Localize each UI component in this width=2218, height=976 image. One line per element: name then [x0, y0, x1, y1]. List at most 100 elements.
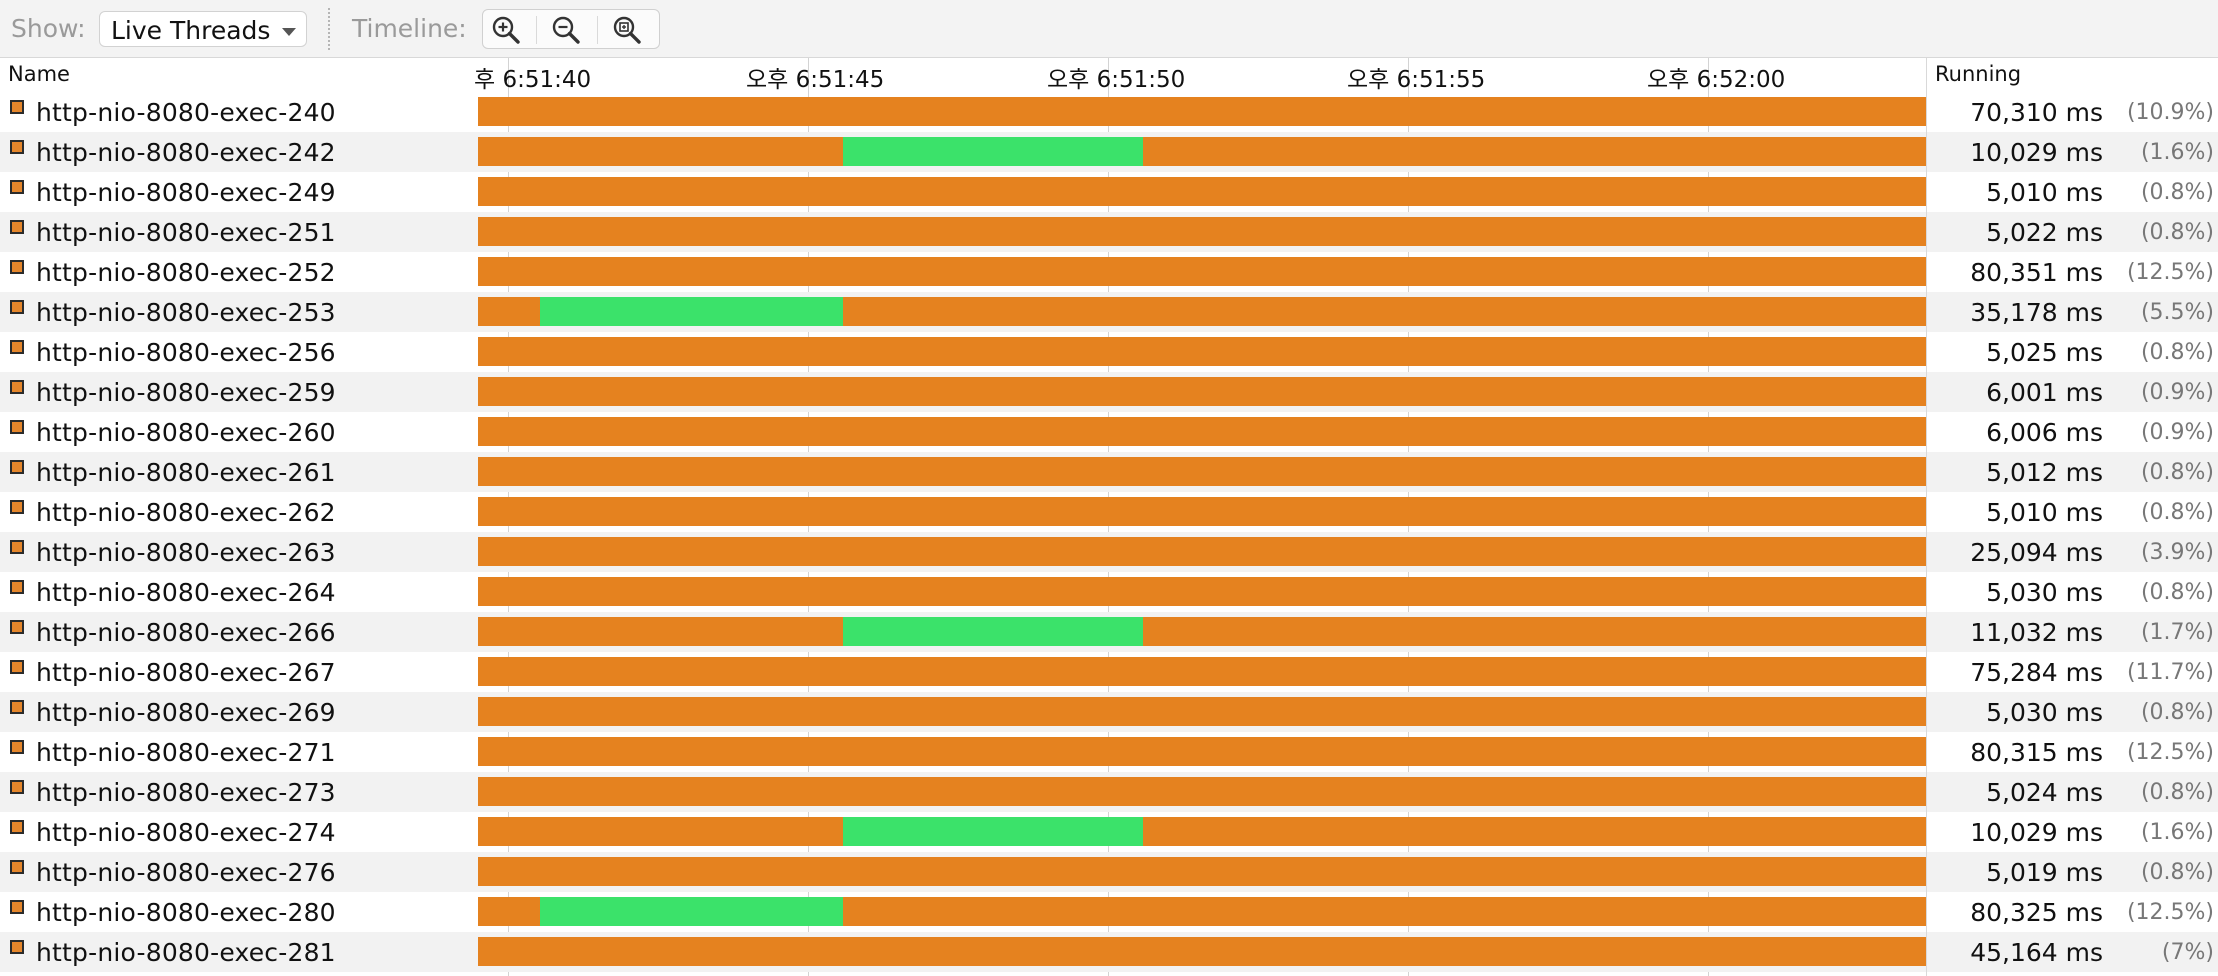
thread-timeline-bar[interactable]: [478, 137, 1926, 166]
toolbar-separator: [328, 8, 330, 50]
thread-timeline-bar[interactable]: [478, 857, 1926, 886]
thread-row[interactable]: http-nio-8080-exec-251 5,022 ms (0.8%): [0, 212, 2218, 252]
thread-timeline-bar[interactable]: [478, 657, 1926, 686]
thread-name: http-nio-8080-exec-249: [36, 178, 336, 207]
show-label: Show:: [11, 14, 86, 43]
running-time: 75,284 ms: [1970, 658, 2103, 687]
thread-row[interactable]: http-nio-8080-exec-281 45,164 ms (7%): [0, 932, 2218, 972]
running-column-header[interactable]: Running: [1935, 62, 2022, 86]
zoom-controls: [482, 9, 660, 49]
thread-timeline-bar[interactable]: [478, 697, 1926, 726]
thread-sleeping-segment: [540, 297, 843, 326]
thread-state-icon: [10, 780, 24, 794]
zoom-divider: [536, 16, 537, 44]
running-time: 5,022 ms: [1986, 218, 2103, 247]
thread-row[interactable]: http-nio-8080-exec-276 5,019 ms (0.8%): [0, 852, 2218, 892]
running-time: 80,315 ms: [1970, 738, 2103, 767]
thread-row[interactable]: http-nio-8080-exec-242 10,029 ms (1.6%): [0, 132, 2218, 172]
thread-state-icon: [10, 420, 24, 434]
thread-row[interactable]: http-nio-8080-exec-262 5,010 ms (0.8%): [0, 492, 2218, 532]
thread-timeline-bar[interactable]: [478, 377, 1926, 406]
thread-row[interactable]: http-nio-8080-exec-267 75,284 ms (11.7%): [0, 652, 2218, 692]
thread-row[interactable]: http-nio-8080-exec-253 35,178 ms (5.5%): [0, 292, 2218, 332]
thread-timeline-bar[interactable]: [478, 937, 1926, 966]
running-percent: (0.9%): [2140, 380, 2214, 405]
thread-name: http-nio-8080-exec-274: [36, 818, 336, 847]
thread-row[interactable]: http-nio-8080-exec-280 80,325 ms (12.5%): [0, 892, 2218, 932]
zoom-fit-icon[interactable]: [610, 13, 644, 47]
running-time: 5,010 ms: [1986, 498, 2103, 527]
thread-sleeping-segment: [540, 897, 843, 926]
thread-state-icon: [10, 100, 24, 114]
thread-state-icon: [10, 540, 24, 554]
thread-name: http-nio-8080-exec-264: [36, 578, 336, 607]
thread-timeline-bar[interactable]: [478, 337, 1926, 366]
thread-state-icon: [10, 140, 24, 154]
thread-name: http-nio-8080-exec-267: [36, 658, 336, 687]
running-time: 5,025 ms: [1986, 338, 2103, 367]
thread-row[interactable]: http-nio-8080-exec-249 5,010 ms (0.8%): [0, 172, 2218, 212]
name-column-header[interactable]: Name: [8, 62, 70, 86]
thread-row[interactable]: http-nio-8080-exec-264 5,030 ms (0.8%): [0, 572, 2218, 612]
thread-state-icon: [10, 820, 24, 834]
thread-row[interactable]: http-nio-8080-exec-263 25,094 ms (3.9%): [0, 532, 2218, 572]
thread-name: http-nio-8080-exec-252: [36, 258, 336, 287]
thread-row[interactable]: http-nio-8080-exec-266 11,032 ms (1.7%): [0, 612, 2218, 652]
thread-timeline-bar[interactable]: [478, 737, 1926, 766]
show-dropdown[interactable]: Live Threads: [99, 11, 307, 47]
timeline-tick-label: 오후 6:51:55: [1347, 67, 1486, 93]
thread-row[interactable]: http-nio-8080-exec-271 80,315 ms (12.5%): [0, 732, 2218, 772]
thread-timeline-bar[interactable]: [478, 417, 1926, 446]
running-percent: (1.6%): [2140, 820, 2214, 845]
running-percent: (3.9%): [2140, 540, 2214, 565]
zoom-out-icon[interactable]: [549, 13, 583, 47]
thread-row[interactable]: http-nio-8080-exec-260 6,006 ms (0.9%): [0, 412, 2218, 452]
thread-timeline-bar[interactable]: [478, 777, 1926, 806]
thread-timeline-bar[interactable]: [478, 537, 1926, 566]
thread-row[interactable]: http-nio-8080-exec-261 5,012 ms (0.8%): [0, 452, 2218, 492]
thread-timeline-bar[interactable]: [478, 577, 1926, 606]
running-time: 70,310 ms: [1970, 98, 2103, 127]
running-percent: (0.8%): [2140, 340, 2214, 365]
thread-name: http-nio-8080-exec-262: [36, 498, 336, 527]
thread-timeline-bar[interactable]: [478, 97, 1926, 126]
thread-name: http-nio-8080-exec-256: [36, 338, 336, 367]
thread-state-icon: [10, 940, 24, 954]
timeline-tick-label: 후 6:51:40: [474, 67, 592, 93]
thread-timeline-bar[interactable]: [478, 457, 1926, 486]
thread-row[interactable]: http-nio-8080-exec-273 5,024 ms (0.8%): [0, 772, 2218, 812]
thread-row[interactable]: http-nio-8080-exec-252 80,351 ms (12.5%): [0, 252, 2218, 292]
thread-timeline-bar[interactable]: [478, 257, 1926, 286]
thread-state-icon: [10, 900, 24, 914]
thread-timeline-bar[interactable]: [478, 817, 1926, 846]
thread-row[interactable]: http-nio-8080-exec-240 70,310 ms (10.9%): [0, 92, 2218, 132]
timeline-label: Timeline:: [352, 14, 467, 43]
timeline-tick-label: 오후 6:52:00: [1647, 67, 1786, 93]
running-percent: (0.8%): [2140, 700, 2214, 725]
thread-timeline-bar[interactable]: [478, 497, 1926, 526]
running-time: 80,325 ms: [1970, 898, 2103, 927]
thread-row[interactable]: http-nio-8080-exec-259 6,001 ms (0.9%): [0, 372, 2218, 412]
thread-row[interactable]: http-nio-8080-exec-269 5,030 ms (0.8%): [0, 692, 2218, 732]
running-time: 45,164 ms: [1970, 938, 2103, 967]
thread-row[interactable]: http-nio-8080-exec-274 10,029 ms (1.6%): [0, 812, 2218, 852]
zoom-in-icon[interactable]: [489, 13, 523, 47]
running-time: 5,012 ms: [1986, 458, 2103, 487]
running-time: 10,029 ms: [1970, 138, 2103, 167]
running-time: 6,001 ms: [1986, 378, 2103, 407]
running-time: 11,032 ms: [1970, 618, 2103, 647]
running-time: 6,006 ms: [1986, 418, 2103, 447]
column-divider: [1926, 58, 1927, 976]
thread-name: http-nio-8080-exec-242: [36, 138, 336, 167]
thread-row[interactable]: http-nio-8080-exec-256 5,025 ms (0.8%): [0, 332, 2218, 372]
thread-timeline-bar[interactable]: [478, 617, 1926, 646]
running-time: 25,094 ms: [1970, 538, 2103, 567]
thread-state-icon: [10, 340, 24, 354]
thread-timeline-bar[interactable]: [478, 177, 1926, 206]
thread-timeline-bar[interactable]: [478, 217, 1926, 246]
thread-state-icon: [10, 700, 24, 714]
thread-state-icon: [10, 380, 24, 394]
thread-timeline-bar[interactable]: [478, 897, 1926, 926]
thread-timeline-bar[interactable]: [478, 297, 1926, 326]
thread-name: http-nio-8080-exec-266: [36, 618, 336, 647]
